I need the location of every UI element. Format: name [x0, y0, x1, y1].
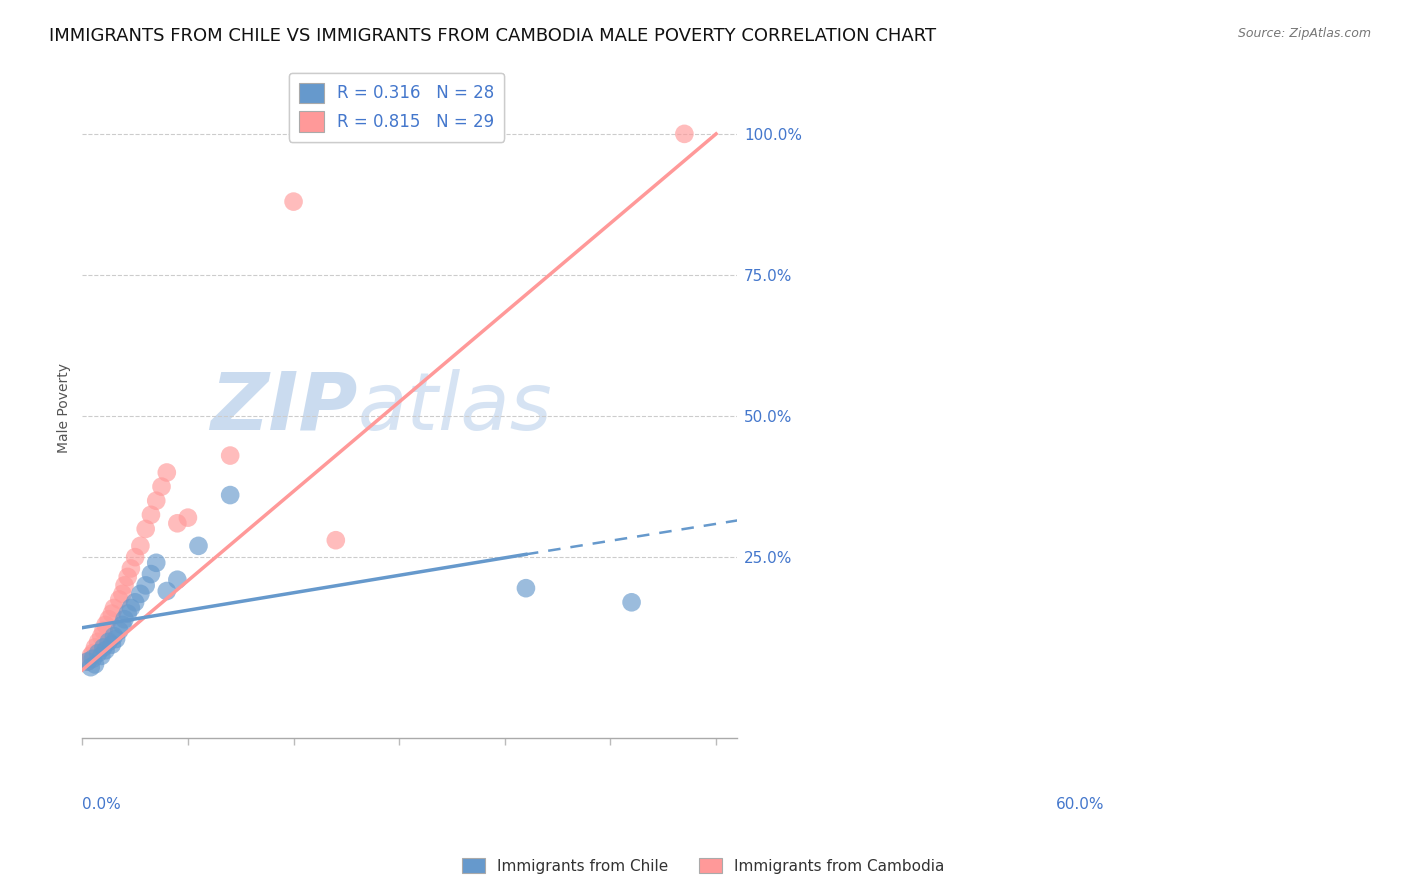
- Point: [283, 194, 305, 209]
- Point: [82, 651, 104, 665]
- Y-axis label: Male Poverty: Male Poverty: [58, 362, 72, 452]
- Point: [129, 539, 152, 553]
- Point: [82, 646, 104, 660]
- Point: [177, 510, 200, 524]
- Point: [124, 550, 146, 565]
- Point: [219, 488, 242, 502]
- Point: [84, 640, 107, 655]
- Point: [129, 587, 152, 601]
- Point: [103, 601, 125, 615]
- Point: [135, 522, 157, 536]
- Point: [101, 607, 124, 621]
- Point: [97, 635, 120, 649]
- Point: [101, 638, 124, 652]
- Point: [156, 584, 179, 599]
- Legend: R = 0.316   N = 28, R = 0.815   N = 29: R = 0.316 N = 28, R = 0.815 N = 29: [288, 72, 505, 142]
- Text: 0.0%: 0.0%: [83, 797, 121, 813]
- Point: [139, 567, 162, 582]
- Point: [117, 570, 139, 584]
- Point: [156, 466, 179, 480]
- Point: [84, 657, 107, 672]
- Text: IMMIGRANTS FROM CHILE VS IMMIGRANTS FROM CAMBODIA MALE POVERTY CORRELATION CHART: IMMIGRANTS FROM CHILE VS IMMIGRANTS FROM…: [49, 27, 936, 45]
- Point: [76, 655, 98, 669]
- Text: ZIP: ZIP: [209, 368, 357, 447]
- Point: [120, 601, 142, 615]
- Point: [103, 629, 125, 643]
- Text: atlas: atlas: [357, 368, 553, 447]
- Point: [114, 612, 136, 626]
- Point: [108, 592, 131, 607]
- Point: [139, 508, 162, 522]
- Point: [620, 595, 643, 609]
- Text: Source: ZipAtlas.com: Source: ZipAtlas.com: [1237, 27, 1371, 40]
- Point: [135, 578, 157, 592]
- Point: [76, 655, 98, 669]
- Point: [114, 578, 136, 592]
- Point: [150, 480, 173, 494]
- Point: [108, 624, 131, 638]
- Point: [166, 573, 188, 587]
- Point: [117, 607, 139, 621]
- Point: [325, 533, 347, 548]
- Point: [166, 516, 188, 531]
- Point: [94, 618, 117, 632]
- Point: [219, 449, 242, 463]
- Point: [145, 556, 167, 570]
- Point: [124, 595, 146, 609]
- Legend: Immigrants from Chile, Immigrants from Cambodia: Immigrants from Chile, Immigrants from C…: [456, 852, 950, 880]
- Point: [87, 635, 110, 649]
- Point: [515, 581, 537, 595]
- Point: [90, 629, 112, 643]
- Point: [187, 539, 209, 553]
- Point: [80, 648, 103, 663]
- Point: [80, 660, 103, 674]
- Point: [90, 648, 112, 663]
- Point: [93, 640, 115, 655]
- Point: [111, 587, 134, 601]
- Point: [93, 624, 115, 638]
- Point: [87, 646, 110, 660]
- Point: [673, 127, 696, 141]
- Point: [94, 643, 117, 657]
- Text: 60.0%: 60.0%: [1056, 797, 1105, 813]
- Point: [105, 632, 128, 646]
- Point: [97, 612, 120, 626]
- Point: [145, 493, 167, 508]
- Point: [120, 561, 142, 575]
- Point: [111, 618, 134, 632]
